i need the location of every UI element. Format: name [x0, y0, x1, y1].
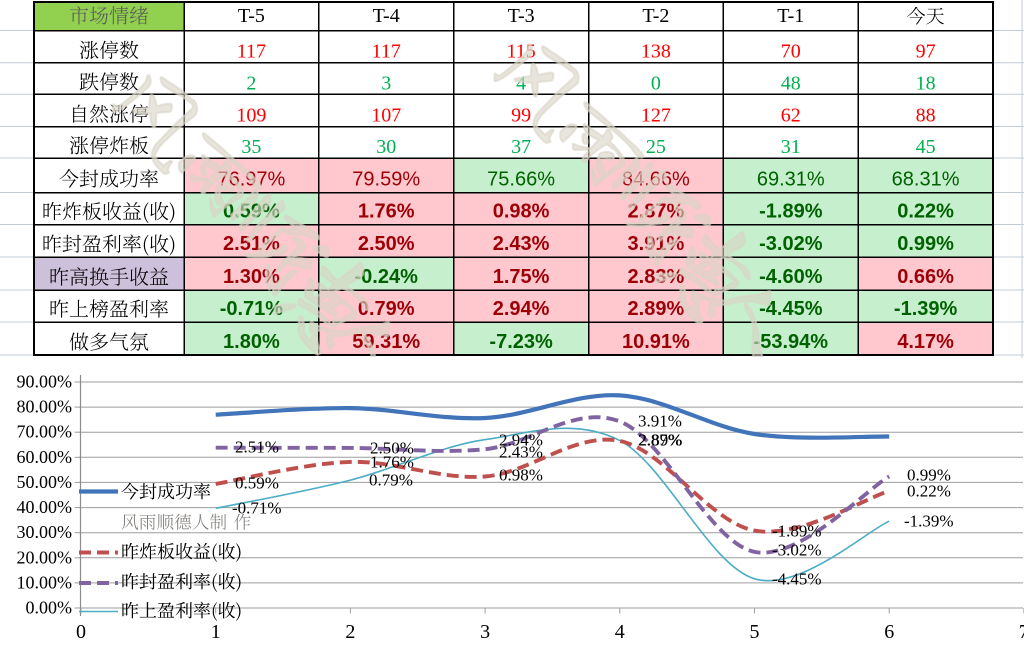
svg-text:0.99%: 0.99%	[897, 233, 954, 255]
svg-text:2.94%: 2.94%	[499, 431, 543, 450]
svg-text:0.22%: 0.22%	[907, 482, 951, 501]
svg-text:31: 31	[781, 136, 801, 158]
svg-text:0.66%: 0.66%	[897, 266, 954, 288]
svg-text:-3.02%: -3.02%	[759, 233, 823, 255]
svg-text:90.00%: 90.00%	[17, 372, 73, 392]
svg-text:-3.02%: -3.02%	[772, 541, 822, 560]
svg-text:2.89%: 2.89%	[628, 298, 685, 320]
svg-text:2.50%: 2.50%	[370, 439, 414, 458]
svg-text:1.80%: 1.80%	[223, 331, 280, 353]
svg-text:-4.45%: -4.45%	[772, 570, 822, 589]
svg-text:70: 70	[781, 41, 801, 63]
svg-text:5: 5	[750, 621, 760, 643]
svg-text:2.50%: 2.50%	[358, 233, 415, 255]
svg-text:25: 25	[646, 136, 666, 158]
svg-text:-1.89%: -1.89%	[772, 522, 822, 541]
svg-text:1.75%: 1.75%	[493, 266, 550, 288]
svg-text:0.00%: 0.00%	[26, 598, 73, 618]
svg-text:75.66%: 75.66%	[487, 169, 555, 191]
svg-text:0.98%: 0.98%	[499, 466, 543, 485]
svg-text:-1.39%: -1.39%	[894, 298, 958, 320]
svg-text:7: 7	[1019, 621, 1024, 643]
svg-text:48: 48	[781, 72, 801, 94]
svg-text:6: 6	[884, 621, 894, 643]
svg-text:-53.94%: -53.94%	[754, 331, 829, 353]
svg-text:69.31%: 69.31%	[757, 169, 825, 191]
svg-text:2.43%: 2.43%	[493, 233, 550, 255]
svg-text:10.91%: 10.91%	[622, 331, 690, 353]
svg-text:2.89%: 2.89%	[639, 431, 683, 450]
svg-text:68.31%: 68.31%	[892, 169, 960, 191]
svg-text:1.76%: 1.76%	[370, 453, 414, 472]
svg-text:-0.24%: -0.24%	[355, 266, 419, 288]
svg-text:0: 0	[651, 72, 661, 94]
svg-text:2.43%: 2.43%	[499, 443, 543, 462]
svg-text:107: 107	[371, 105, 401, 127]
svg-text:117: 117	[237, 41, 266, 63]
svg-text:10.00%: 10.00%	[17, 572, 73, 592]
svg-text:45: 45	[916, 136, 936, 158]
svg-text:99: 99	[511, 105, 531, 127]
svg-text:-4.45%: -4.45%	[759, 298, 823, 320]
svg-text:2.94%: 2.94%	[493, 298, 550, 320]
svg-text:1.76%: 1.76%	[358, 201, 415, 223]
svg-text:70.00%: 70.00%	[17, 422, 73, 442]
svg-text:-4.60%: -4.60%	[759, 266, 823, 288]
svg-text:0.79%: 0.79%	[358, 298, 415, 320]
svg-text:0.79%: 0.79%	[369, 471, 413, 490]
svg-text:T-2: T-2	[642, 5, 669, 27]
svg-text:4: 4	[615, 621, 625, 643]
svg-text:40.00%: 40.00%	[17, 497, 73, 517]
svg-text:138: 138	[641, 41, 671, 63]
svg-text:50.00%: 50.00%	[17, 472, 73, 492]
svg-text:88: 88	[916, 105, 936, 127]
svg-text:T-4: T-4	[373, 5, 400, 27]
svg-text:2: 2	[345, 621, 355, 643]
svg-text:0.99%: 0.99%	[907, 466, 951, 485]
svg-text:20.00%: 20.00%	[17, 547, 73, 567]
svg-text:37: 37	[511, 136, 531, 158]
svg-text:-0.71%: -0.71%	[232, 499, 282, 518]
svg-text:2: 2	[246, 72, 256, 94]
svg-text:62: 62	[781, 105, 801, 127]
svg-text:117: 117	[372, 41, 401, 63]
svg-text:97: 97	[916, 41, 936, 63]
svg-text:0: 0	[76, 621, 86, 643]
svg-text:0.98%: 0.98%	[493, 201, 550, 223]
svg-text:3: 3	[480, 621, 490, 643]
svg-text:-0.71%: -0.71%	[220, 298, 284, 320]
svg-text:80.00%: 80.00%	[17, 397, 73, 417]
svg-text:3.91%: 3.91%	[638, 412, 682, 431]
svg-text:-1.89%: -1.89%	[759, 201, 823, 223]
svg-text:127: 127	[641, 105, 671, 127]
svg-text:2.87%: 2.87%	[638, 431, 682, 450]
svg-text:60.00%: 60.00%	[17, 447, 73, 467]
svg-text:-1.39%: -1.39%	[904, 512, 954, 531]
svg-text:T-3: T-3	[508, 5, 535, 27]
svg-text:30.00%: 30.00%	[17, 522, 73, 542]
svg-text:T-1: T-1	[777, 5, 804, 27]
svg-text:35: 35	[241, 136, 261, 158]
svg-text:3: 3	[381, 72, 391, 94]
svg-text:79.59%: 79.59%	[352, 169, 420, 191]
svg-text:1: 1	[211, 621, 221, 643]
svg-text:-7.23%: -7.23%	[489, 331, 553, 353]
svg-text:T-5: T-5	[238, 5, 265, 27]
svg-text:4.17%: 4.17%	[897, 331, 954, 353]
svg-text:2.51%: 2.51%	[223, 233, 280, 255]
svg-text:0.59%: 0.59%	[235, 474, 279, 493]
svg-text:30: 30	[376, 136, 396, 158]
svg-text:109: 109	[236, 105, 266, 127]
svg-text:0.22%: 0.22%	[897, 201, 954, 223]
svg-text:18: 18	[916, 72, 936, 94]
svg-text:4: 4	[516, 72, 526, 94]
svg-text:2.51%: 2.51%	[235, 438, 279, 457]
